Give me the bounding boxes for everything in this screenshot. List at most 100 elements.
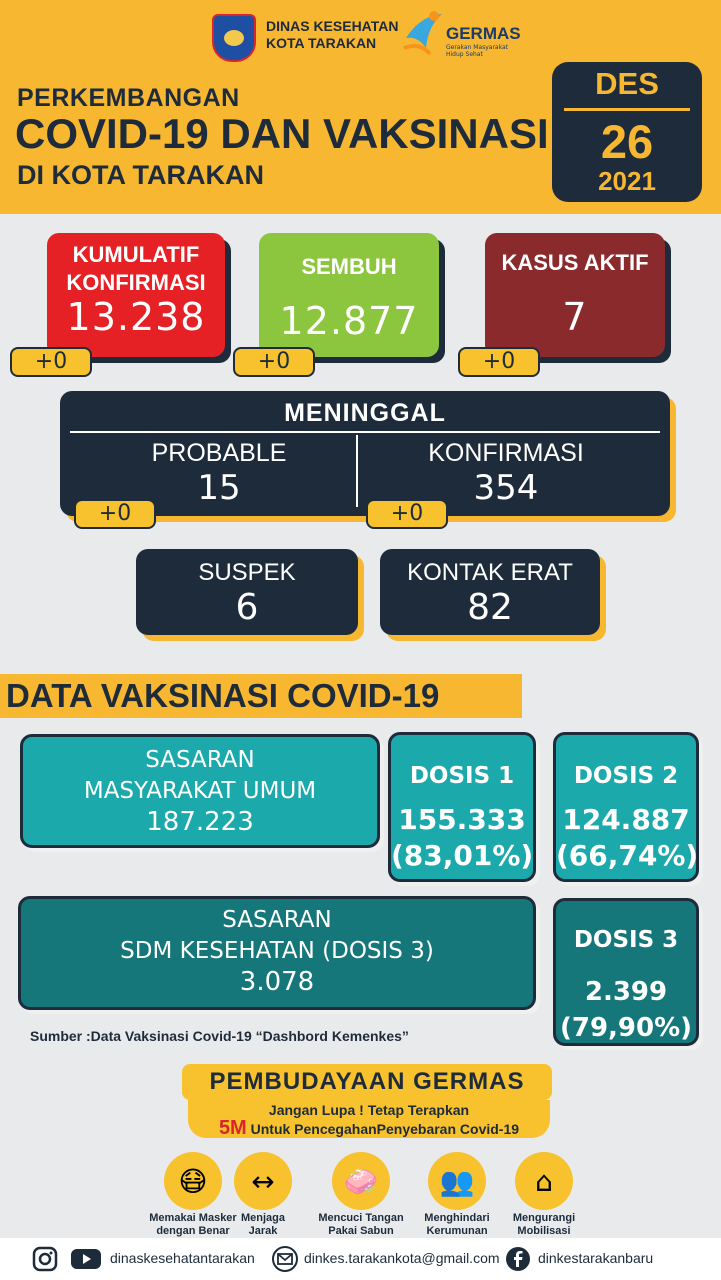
5m-label-line1: Mencuci Tangan [318,1212,404,1224]
date-year: 2021 [598,166,656,196]
germas-subtitle: Gerakan Masyarakat Hidup Sehat [446,44,508,58]
kontak-erat-label: KONTAK ERAT [407,559,573,586]
5m-label-line2: dengan Benar [156,1225,230,1237]
dosis2-value: 124.887 [562,803,690,836]
5m-label-line2: Pakai Sabun [328,1225,394,1237]
probable-label: PROBABLE [151,439,287,467]
sasaran-sdm-line2: SDM KESEHATAN (DOSIS 3) [120,938,434,964]
5m-label-line1: Memakai Masker [149,1212,237,1224]
meninggal-title: MENINGGAL [284,399,446,427]
germas-sub2: Untuk PencegahanPenyebaran Covid-19 [250,1121,520,1137]
suspek-card: SUSPEK 6 [136,549,358,635]
handwash-icon: 🧼 [332,1152,390,1210]
dinas-line1: DINAS KESEHATAN [266,18,399,34]
konfirmasi-delta-badge: +0 [366,499,448,529]
social-handle-link[interactable]: dinaskesehatantarakan [110,1250,255,1266]
title-line1: PERKEMBANGAN [17,84,240,112]
5m-item-mobilisasi: ⌂ Mengurangi Mobilisasi [494,1152,594,1238]
date-day: 26 [600,115,654,168]
dosis1-card: DOSIS 1 155.333 (83,01%) [388,732,536,882]
facebook-link[interactable]: dinkestarakanbaru [538,1250,654,1266]
kumulatif-value: 13.238 [66,295,206,339]
suspek-value: 6 [235,587,259,628]
sasaran-umum-line2: MASYARAKAT UMUM [83,778,317,804]
meninggal-divider [70,431,660,433]
germas-banner-title: PEMBUDAYAAN GERMAS [182,1064,552,1100]
5m-item-kerumunan: 👥 Menghindari Kerumunan [407,1152,507,1238]
kumulatif-label1: KUMULATIF [72,242,200,267]
5m-label-line2: Jarak [248,1225,278,1237]
5m-label-line2: Mobilisasi [517,1225,571,1237]
dosis3-value: 2.399 [584,977,668,1007]
dosis3-pct: (79,90%) [559,1013,693,1043]
kontak-erat-card: KONTAK ERAT 82 [380,549,600,635]
kasus-aktif-value: 7 [562,295,588,339]
probable-delta-badge: +0 [74,499,156,529]
konfirmasi-column: KONFIRMASI 354 [358,439,654,508]
5m-item-masker: 😷 Memakai Masker dengan Benar [143,1152,243,1238]
data-source-note: Sumber :Data Vaksinasi Covid-19 “Dashbor… [30,1028,409,1044]
5m-label-line1: Mengurangi [512,1212,576,1224]
5m-label-line1: Menghindari [424,1212,490,1224]
dosis1-value: 155.333 [398,803,526,836]
kontak-erat-value: 82 [467,587,513,628]
instagram-icon[interactable] [32,1246,58,1272]
sasaran-umum-card: SASARAN MASYARAKAT UMUM 187.223 [20,734,380,848]
kumulatif-label2: KONFIRMASI [66,270,206,295]
sembuh-label: SEMBUH [301,254,397,279]
kumulatif-konfirmasi-card: KUMULATIF KONFIRMASI 13.238 [47,233,225,357]
distance-icon: ↔ [234,1152,292,1210]
germas-title: GERMAS [446,24,521,43]
mask-icon: 😷 [164,1152,222,1210]
meninggal-card: MENINGGAL PROBABLE 15 KONFIRMASI 354 [60,391,670,516]
dosis2-label: DOSIS 2 [573,763,679,789]
footer: dinaskesehatantarakan dinkes.tarakankota… [0,1238,721,1280]
germas-logo-icon [403,11,442,56]
date-month: DES [595,66,659,101]
sasaran-sdm-card: SASARAN SDM KESEHATAN (DOSIS 3) 3.078 [18,896,536,1010]
suspek-label: SUSPEK [198,559,296,586]
email-link[interactable]: dinkes.tarakankota@gmail.com [304,1250,500,1266]
probable-column: PROBABLE 15 [82,439,356,508]
sembuh-delta-badge: +0 [233,347,315,377]
date-divider [564,108,690,111]
germas-5m: 5M [218,1117,247,1139]
5m-item-cuci-tangan: 🧼 Mencuci Tangan Pakai Sabun [311,1152,411,1238]
kasus-aktif-delta-badge: +0 [458,347,540,377]
5m-item-jarak: ↔ Menjaga Jarak [213,1152,313,1238]
germas-sub1: Jangan Lupa ! Tetap Terapkan [268,1102,470,1118]
dosis1-label: DOSIS 1 [409,763,515,789]
sasaran-umum-line1: SASARAN [145,747,255,773]
sasaran-sdm-value: 3.078 [239,967,315,997]
probable-value: 15 [197,468,241,508]
dosis3-card: DOSIS 3 2.399 (79,90%) [553,898,699,1046]
house-icon: ⌂ [515,1152,573,1210]
dosis2-pct: (66,74%) [556,839,699,872]
5m-label-line2: Kerumunan [426,1225,488,1237]
kumulatif-delta-badge: +0 [10,347,92,377]
5m-label-line1: Menjaga [240,1212,285,1224]
dinas-line2: KOTA TARAKAN [266,35,377,51]
konfirmasi-label: KONFIRMASI [428,439,584,467]
dosis1-pct: (83,01%) [391,839,534,872]
sasaran-umum-value: 187.223 [146,807,254,837]
germas-banner-subtitle: Jangan Lupa ! Tetap Terapkan 5M Untuk Pe… [188,1100,550,1138]
meninggal-column-divider [356,435,358,507]
konfirmasi-value: 354 [473,468,539,508]
dinas-name: DINAS KESEHATAN KOTA TARAKAN [266,18,406,52]
dosis3-label: DOSIS 3 [573,927,679,953]
kasus-aktif-label: KASUS AKTIF [501,250,649,275]
header: DINAS KESEHATAN KOTA TARAKAN GERMAS Gera… [0,0,721,214]
date-box: DES 26 2021 [552,62,702,202]
crowd-icon: 👥 [428,1152,486,1210]
vaksinasi-title: DATA VAKSINASI COVID-19 [0,674,522,718]
sembuh-value: 12.877 [279,299,419,343]
sasaran-sdm-line1: SASARAN [222,907,332,933]
title-line2: COVID-19 DAN VAKSINASI [15,110,549,157]
dosis2-card: DOSIS 2 124.887 (66,74%) [553,732,699,882]
youtube-icon[interactable] [70,1246,102,1272]
sembuh-card: SEMBUH 12.877 [259,233,439,357]
facebook-icon[interactable] [505,1246,531,1272]
email-icon[interactable] [272,1246,298,1272]
kota-tarakan-logo [212,14,256,62]
